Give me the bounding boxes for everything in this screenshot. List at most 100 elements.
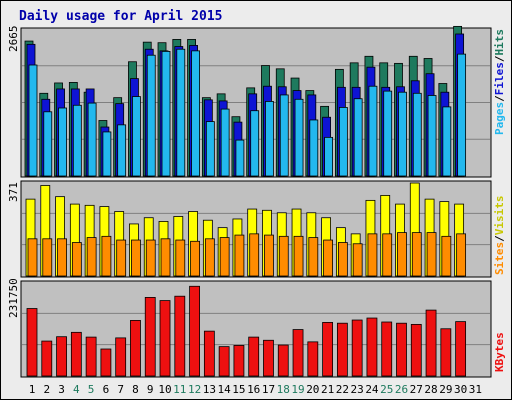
- bar-sites: [264, 234, 274, 277]
- bar-kbytes: [425, 309, 437, 377]
- day-label-14: 14: [218, 383, 232, 396]
- day-label-26: 26: [395, 383, 408, 396]
- bar-pages: [220, 108, 230, 177]
- bar-sites: [352, 243, 363, 277]
- day-label-27: 27: [410, 383, 423, 396]
- day-label-24: 24: [365, 383, 379, 396]
- bar-pages: [457, 53, 467, 177]
- legend-kbytes: KBytes: [493, 332, 506, 372]
- bar-pages: [368, 85, 378, 177]
- legend-sites-visits: Sites/Visits: [493, 196, 506, 276]
- bar-sites: [116, 239, 127, 277]
- bar-pages: [309, 119, 319, 177]
- day-label-30: 30: [454, 383, 467, 396]
- bar-pages: [235, 139, 245, 177]
- day-label-9: 9: [147, 383, 154, 396]
- day-label-8: 8: [132, 383, 139, 396]
- legend-visits: Visits: [493, 196, 506, 236]
- bar-kbytes: [41, 340, 53, 377]
- legend-sites: Sites: [493, 242, 506, 275]
- legend-sep-1: /: [493, 95, 506, 102]
- bar-kbytes: [100, 348, 112, 377]
- bar-pages: [324, 136, 334, 177]
- bar-pages: [72, 104, 82, 177]
- day-label-28: 28: [424, 383, 437, 396]
- bar-kbytes: [144, 296, 156, 377]
- bar-sites: [101, 235, 112, 277]
- bar-sites: [426, 232, 437, 277]
- legend-sep-2: /: [493, 55, 506, 62]
- day-label-5: 5: [88, 383, 95, 396]
- kbytes-max-label: 231750: [7, 278, 20, 318]
- legend-pages-files-hits: Pages/Files/Hits: [493, 29, 506, 135]
- bar-kbytes: [455, 321, 467, 377]
- bar-kbytes: [322, 322, 334, 377]
- bar-sites: [249, 233, 260, 277]
- bar-pages: [338, 107, 348, 177]
- bar-kbytes: [410, 323, 422, 377]
- bar-kbytes: [189, 285, 200, 377]
- bar-pages: [383, 90, 393, 177]
- bar-kbytes: [277, 344, 289, 377]
- bar-pages: [43, 111, 53, 177]
- day-label-31: 31: [469, 383, 482, 396]
- day-label-12: 12: [188, 383, 201, 396]
- bar-pages: [161, 51, 171, 177]
- bar-sites: [308, 237, 319, 277]
- legend-hits: Hits: [493, 29, 506, 56]
- bar-sites: [57, 238, 67, 277]
- day-label-2: 2: [43, 383, 50, 396]
- bar-kbytes: [381, 321, 393, 377]
- day-label-25: 25: [380, 383, 393, 396]
- bar-sites: [411, 232, 422, 277]
- day-label-10: 10: [158, 383, 171, 396]
- x-axis-day-labels: 1 2 3 4 5 6 7 8 9 10 11 12 13 14 15 16 17 18 19 20 21 22 23 24 2…: [29, 383, 482, 396]
- hits-max-label: 2665: [7, 26, 20, 53]
- bar-sites: [145, 239, 156, 277]
- bar-kbytes: [115, 337, 127, 377]
- day-label-29: 29: [439, 383, 452, 396]
- bar-sites: [367, 233, 378, 277]
- bar-pages: [205, 121, 215, 177]
- day-label-6: 6: [103, 383, 110, 396]
- bar-pages: [87, 102, 97, 177]
- bar-kbytes: [130, 320, 141, 377]
- bar-kbytes: [336, 322, 348, 377]
- bar-kbytes: [351, 319, 363, 377]
- day-label-11: 11: [173, 383, 186, 396]
- bar-sites: [27, 238, 38, 277]
- bar-kbytes: [292, 329, 304, 377]
- bar-pages: [117, 124, 127, 177]
- bar-kbytes: [307, 341, 319, 377]
- bar-pages: [294, 98, 304, 177]
- bar-sites: [71, 242, 82, 277]
- bar-kbytes: [85, 336, 97, 377]
- bar-sites: [190, 240, 200, 277]
- bar-pages: [28, 64, 38, 177]
- day-label-23: 23: [351, 383, 364, 396]
- bar-pages: [427, 95, 437, 177]
- bar-pages: [398, 91, 407, 177]
- bar-sites: [160, 238, 171, 277]
- bar-sites: [234, 234, 245, 277]
- bar-kbytes: [26, 308, 38, 377]
- bar-pages: [265, 101, 274, 177]
- day-label-20: 20: [306, 383, 319, 396]
- day-label-17: 17: [262, 383, 275, 396]
- bar-kbytes: [440, 328, 452, 377]
- bar-sites: [323, 239, 334, 277]
- legend-files: Files: [493, 62, 506, 95]
- bar-pages: [132, 96, 141, 177]
- day-label-1: 1: [29, 383, 36, 396]
- bar-pages: [191, 50, 200, 177]
- bar-kbytes: [248, 336, 260, 377]
- bar-sites: [382, 233, 393, 277]
- bar-sites: [456, 233, 467, 277]
- bar-pages: [250, 110, 260, 177]
- bar-sites: [219, 237, 230, 277]
- bar-kbytes: [366, 317, 378, 377]
- bar-kbytes: [159, 300, 171, 377]
- chart-title: Daily usage for April 2015: [19, 9, 223, 24]
